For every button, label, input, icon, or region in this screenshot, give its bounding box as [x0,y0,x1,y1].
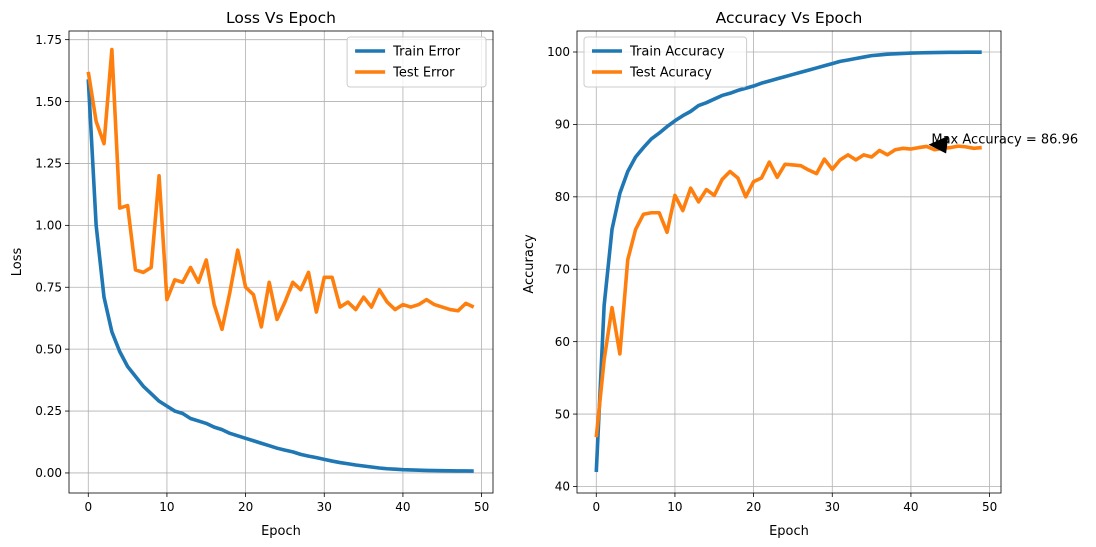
accuracy-legend-label: Test Acuracy [629,66,712,81]
loss-y-tick-label: 0.50 [35,342,62,356]
loss-x-tick-label: 20 [238,500,253,514]
loss-x-axis-label: Epoch [261,524,301,539]
accuracy-axes-frame [576,30,1002,494]
accuracy-y-tick-label: 80 [555,190,570,204]
loss-series-line-1 [86,79,474,473]
loss-y-tick-label: 0.75 [35,280,62,294]
accuracy-ticks: 0 10 20 30 40 50 40 50 60 70 80 90 100 [547,45,997,514]
accuracy-y-tick-label: 60 [555,335,570,349]
loss-series-line-2 [86,47,475,332]
loss-chart-title: Loss Vs Epoch [226,9,336,27]
accuracy-series-line-2 [594,144,982,438]
accuracy-annotation-arrow [928,135,949,154]
accuracy-x-tick-label: 10 [667,500,682,514]
loss-legend-label: Test Error [392,66,455,81]
accuracy-y-tick-label: 40 [555,480,570,494]
loss-y-tick-label: 0.25 [35,404,62,418]
loss-x-tick-label: 0 [84,500,92,514]
accuracy-grid [577,31,1001,493]
loss-ticks: 0 10 20 30 40 50 0.00 0.25 0.50 0.75 1.00 1.25 1.50 1… [35,33,489,514]
accuracy-annotation: Max Accuracy = 86.96 [928,133,1078,154]
loss-y-tick-label: 1.25 [35,157,62,171]
accuracy-chart: Accuracy Vs Epoch 0 10 20 30 40 50 40 50 60 70 80 9… [522,9,1078,539]
accuracy-y-tick-label: 50 [555,407,570,421]
accuracy-y-tick-label: 90 [555,118,570,132]
loss-legend: Train Error Test Error [346,36,487,88]
loss-grid [69,31,493,493]
accuracy-legend-box [583,36,748,88]
accuracy-x-tick-label: 20 [746,500,761,514]
accuracy-series-layer [594,50,982,473]
loss-chart: Loss Vs Epoch 0 10 20 30 40 50 0.00 0.25 0.50 0.7… [10,9,494,539]
accuracy-x-axis-label: Epoch [769,524,809,539]
accuracy-y-tick-label: 70 [555,262,570,276]
loss-x-tick-label: 40 [395,500,410,514]
accuracy-series-line-1 [594,50,982,473]
loss-x-tick-label: 50 [474,500,489,514]
accuracy-y-axis-label: Accuracy [522,234,537,294]
loss-y-tick-label: 1.75 [35,33,62,47]
accuracy-x-tick-label: 30 [825,500,840,514]
loss-y-tick-label: 1.00 [35,219,62,233]
loss-legend-label: Train Error [392,45,461,60]
accuracy-x-tick-label: 40 [903,500,918,514]
accuracy-legend: Train Accuracy Test Acuracy [583,36,748,88]
accuracy-y-tick-label: 100 [547,45,570,59]
accuracy-x-tick-label: 0 [592,500,600,514]
accuracy-x-tick-label: 50 [982,500,997,514]
loss-x-tick-label: 30 [317,500,332,514]
loss-y-axis-label: Loss [10,248,25,277]
accuracy-annotation-text: Max Accuracy = 86.96 [931,133,1078,148]
accuracy-legend-label: Train Accuracy [629,45,725,60]
loss-y-tick-label: 0.00 [35,466,62,480]
loss-axes-frame [68,30,494,494]
accuracy-chart-title: Accuracy Vs Epoch [716,9,863,27]
loss-y-tick-label: 1.50 [35,95,62,109]
loss-x-tick-label: 10 [159,500,174,514]
loss-series-layer [86,47,475,473]
